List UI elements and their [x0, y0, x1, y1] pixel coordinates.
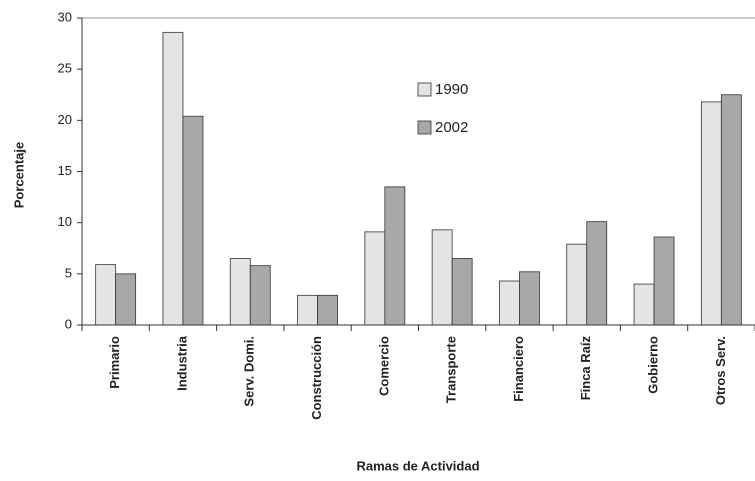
- y-tick-label: 25: [58, 61, 72, 76]
- bar: [162, 31, 184, 326]
- bar: [229, 258, 251, 326]
- x-tick-label: Construcción: [309, 336, 324, 420]
- bar: [499, 280, 520, 326]
- y-axis-title: Porcentaje: [11, 142, 26, 208]
- bar: [95, 264, 117, 326]
- y-tick-label: 5: [65, 265, 72, 280]
- bar: [519, 271, 540, 326]
- x-tick-label: Otros Serv.: [713, 336, 728, 405]
- bar: [384, 186, 406, 326]
- bar: [451, 258, 473, 326]
- x-tick-label: Industria: [174, 335, 189, 391]
- bar: [317, 294, 338, 326]
- x-tick-label: Primario: [107, 336, 122, 389]
- y-tick-label: 10: [58, 214, 72, 229]
- bar: [586, 221, 608, 326]
- legend-swatch: [417, 120, 432, 135]
- x-tick-label: Gobierno: [645, 336, 660, 394]
- bar: [364, 231, 386, 326]
- bar: [297, 294, 318, 326]
- bar: [720, 94, 742, 326]
- bar: [249, 265, 271, 326]
- x-tick-label: Finca Raíz: [578, 336, 593, 401]
- x-tick-label: Serv. Domi.: [242, 336, 257, 407]
- bar: [431, 229, 453, 326]
- x-tick-label: Financiero: [511, 336, 526, 402]
- bar: [633, 283, 655, 326]
- bar: [115, 273, 137, 326]
- y-tick-label: 15: [58, 163, 72, 178]
- x-tick-label: Transporte: [444, 336, 459, 403]
- y-tick-label: 30: [58, 9, 72, 24]
- legend-label: 2002: [435, 119, 468, 136]
- x-tick-label: Comercio: [376, 336, 391, 396]
- x-axis-title: Ramas de Actividad: [356, 458, 479, 473]
- y-tick-label: 20: [58, 112, 72, 127]
- bar: [566, 243, 588, 326]
- bar: [653, 236, 675, 326]
- bar: [700, 101, 722, 326]
- legend-swatch: [417, 82, 432, 97]
- bar: [182, 115, 204, 326]
- y-tick-label: 0: [65, 316, 72, 331]
- legend-label: 1990: [435, 81, 468, 98]
